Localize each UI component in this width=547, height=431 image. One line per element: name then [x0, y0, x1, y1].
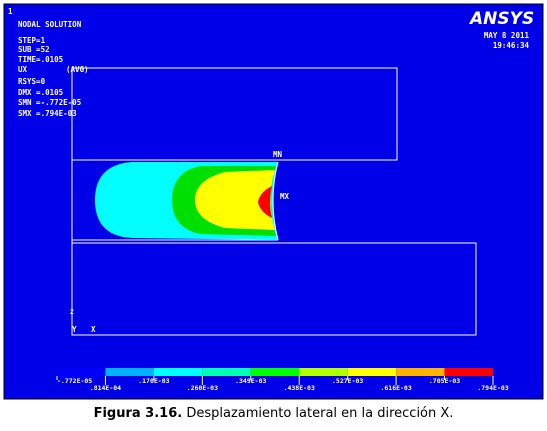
info-line: SMN =-.772E-05: [18, 98, 81, 107]
legend-label: .794E-03: [477, 384, 508, 392]
legend-band: [202, 368, 251, 376]
legend-label: -.772E-05: [57, 377, 92, 385]
legend-label: .527E-03: [332, 377, 363, 385]
info-line: (AVG): [66, 65, 89, 74]
deformed-edge: [272, 161, 279, 241]
window-number: 1: [8, 7, 13, 16]
axis-y: Y: [72, 325, 77, 334]
caption-label: Figura 3.16.: [93, 406, 183, 421]
axis-z: Z: [70, 309, 74, 316]
geometry: [71, 67, 477, 336]
legend-label: .170E-03: [138, 377, 169, 385]
info-line: SUB =52: [18, 45, 50, 54]
contour-yellow: [195, 170, 275, 230]
time: 19:46:34: [493, 41, 530, 50]
date: MAY 8 2011: [484, 31, 530, 40]
info-line: NODAL SOLUTION: [18, 20, 82, 29]
legend-label: .616E-03: [380, 384, 411, 392]
min-label: MN: [273, 150, 283, 159]
legend-band: [153, 368, 203, 376]
legend-band: [396, 368, 445, 376]
legend-label: .814E-04: [90, 384, 121, 392]
legend-band: [250, 368, 300, 376]
legend-label: .705E-03: [429, 377, 460, 385]
legend-label: .260E-03: [187, 384, 218, 392]
legend-band: [299, 368, 348, 376]
legend-label: .349E-03: [235, 377, 266, 385]
max-label: MX: [280, 192, 290, 201]
info-line: TIME=.0105: [18, 55, 63, 64]
legend-band: [105, 368, 154, 376]
axis-x: X: [91, 325, 96, 334]
info-line: SMX =.794E-03: [18, 109, 77, 118]
legend: -.772E-05.814E-04 .170E-03 .260E-03 .349E-0…: [56, 368, 509, 392]
logo: ANSYS: [468, 9, 534, 29]
info-line: DMX =.0105: [18, 88, 63, 97]
legend-band: [347, 368, 397, 376]
legend-label: .438E-03: [284, 384, 315, 392]
legend-band: [57, 368, 106, 376]
legend-band: [444, 368, 493, 376]
contour-red: [258, 186, 272, 218]
caption: Figura 3.16. Desplazamiento lateral en l…: [0, 406, 547, 421]
info-line: STEP=1: [18, 36, 46, 45]
info-line: UX: [18, 65, 28, 74]
info-line: RSYS=0: [18, 77, 46, 86]
caption-text: Desplazamiento lateral en la dirección X…: [186, 406, 454, 421]
